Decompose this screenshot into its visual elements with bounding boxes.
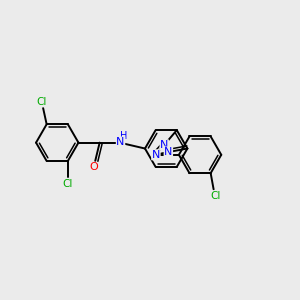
Text: Cl: Cl (63, 179, 73, 189)
Text: Cl: Cl (37, 97, 47, 106)
Text: N: N (152, 150, 160, 160)
Text: N: N (160, 140, 168, 150)
Text: H: H (120, 131, 128, 141)
Text: N: N (116, 137, 125, 147)
Text: N: N (164, 147, 172, 157)
Text: O: O (89, 162, 98, 172)
Text: Cl: Cl (211, 191, 221, 201)
